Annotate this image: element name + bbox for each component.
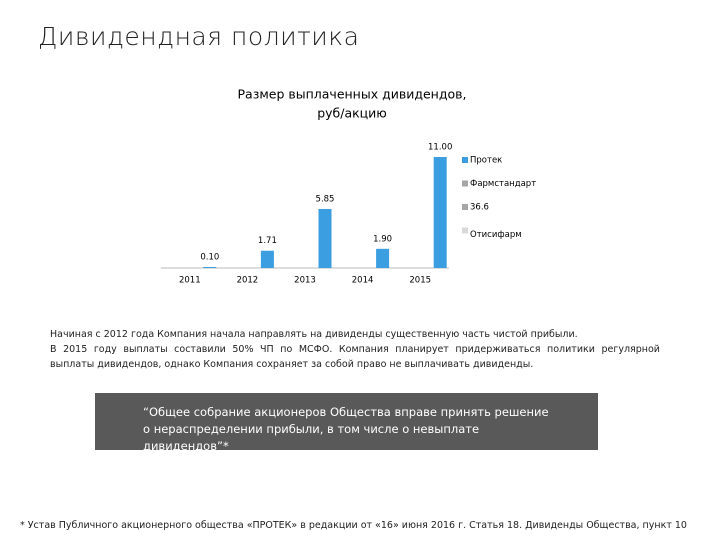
legend-label: Фармстандарт	[470, 179, 536, 189]
x-tick-label: 2015	[409, 276, 431, 286]
x-tick-label: 2013	[294, 276, 316, 286]
paragraph: Начиная с 2012 года Компания начала напр…	[50, 327, 660, 372]
legend-label: Отисифарм	[470, 230, 522, 240]
text-line: В 2015 году выплаты составили 50% ЧП по …	[50, 344, 660, 370]
legend-swatch	[462, 227, 468, 234]
legend-swatch	[462, 204, 468, 210]
value-label: 1.71	[258, 236, 277, 246]
x-tick-label: 2014	[352, 276, 374, 286]
bar	[203, 266, 217, 268]
page-title: Дивидендная политика	[38, 22, 360, 51]
x-tick-label: 2012	[237, 276, 259, 286]
chart-title: Размер выплаченных дивидендов,	[238, 87, 467, 102]
legend-label: Протек	[470, 156, 502, 166]
bar	[433, 157, 447, 268]
footnote: * Устав Публичного акционерного общества…	[20, 520, 687, 531]
chart: Размер выплаченных дивидендов, руб/акцию…	[161, 87, 536, 286]
legend-swatch	[462, 180, 468, 187]
bar	[376, 248, 390, 268]
legend-label: 36.6	[470, 203, 489, 213]
x-tick-label: 2011	[179, 276, 201, 286]
value-label: 0.10	[200, 252, 219, 262]
quote-box: “Общее собрание акционеров Общества впра…	[95, 393, 598, 453]
value-label: 11.00	[428, 143, 452, 153]
value-label: 5.85	[316, 194, 335, 204]
bar	[318, 208, 332, 268]
value-label: 1.90	[373, 234, 392, 244]
text-line: Начиная с 2012 года Компания начала напр…	[50, 329, 578, 340]
chart-title: руб/акцию	[317, 106, 387, 121]
legend-swatch	[462, 157, 468, 163]
bar	[260, 250, 274, 268]
